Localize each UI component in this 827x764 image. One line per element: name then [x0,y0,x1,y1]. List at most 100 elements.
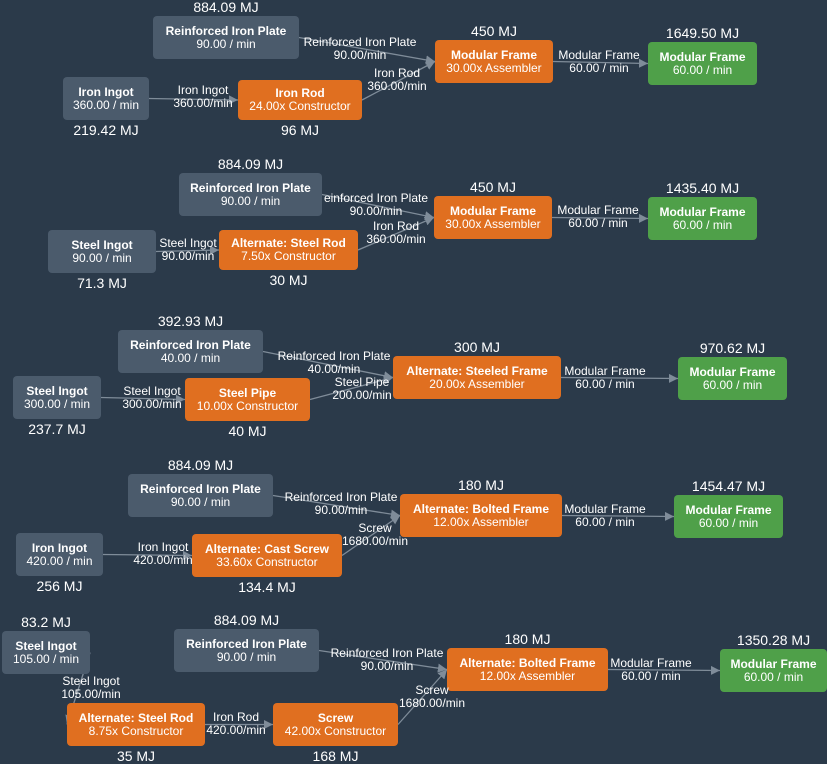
edge-modular-frame [551,213,649,223]
node-alternate-steeled-frame[interactable]: Alternate: Steeled Frame 20.00x Assembler [393,356,561,399]
node-subtitle: 360.00 / min [72,97,140,112]
node-modular-frame[interactable]: Modular Frame 60.00 / min [678,357,787,400]
edge-label: Screw 1680.00/min [342,522,408,548]
node-modular-frame[interactable]: Modular Frame 60.00 / min [648,42,757,85]
node-title: Alternate: Bolted Frame [459,655,596,670]
node-title: Steel Ingot [71,237,133,252]
node-reinforced-iron-plate[interactable]: Reinforced Iron Plate 90.00 / min [128,474,273,517]
edge-modular-frame [552,58,649,68]
node-reinforced-iron-plate[interactable]: Reinforced Iron Plate 40.00 / min [118,330,263,373]
edge-label-rate: 420.00/min [206,723,266,737]
node-iron-ingot[interactable]: Iron Ingot 420.00 / min [16,533,103,576]
node-reinforced-iron-plate[interactable]: Reinforced Iron Plate 90.00 / min [179,173,322,216]
edge-label-name: Reinforced Iron Plate [303,35,417,49]
edge-label-rate: 200.00/min [332,388,392,402]
node-subtitle: 60.00 / min [743,669,804,684]
node-alternate-cast-screw[interactable]: Alternate: Cast Screw 33.60x Constructor [192,534,342,577]
edge-label-rate: 40.00/min [307,362,361,376]
node-title: Steel Ingot [15,638,77,653]
node-subtitle: 60.00 / min [672,62,733,77]
node-alternate-bolted-frame[interactable]: Alternate: Bolted Frame 12.00x Assembler [447,648,608,691]
edge-label-name: Reinforced Iron Plate [330,646,444,660]
energy-label: 134.4 MJ [238,579,296,595]
energy-label: 256 MJ [36,578,83,594]
edge-reinforced-iron-plate [298,36,436,65]
node-modular-frame[interactable]: Modular Frame 30.00x Assembler [435,40,553,83]
node-iron-ingot[interactable]: Iron Ingot 360.00 / min [63,77,149,120]
node-subtitle: 60.00 / min [698,515,759,530]
node-title: Reinforced Iron Plate [165,23,287,38]
node-steel-ingot[interactable]: Steel Ingot 300.00 / min [13,376,101,419]
energy-label: 35 MJ [116,748,156,764]
energy-label: 1350.28 MJ [736,632,811,648]
edge-label-name: Modular Frame [610,656,692,670]
energy-label: 1435.40 MJ [665,180,740,196]
energy-label: 884.09 MJ [167,457,234,473]
node-title: Reinforced Iron Plate [186,636,307,651]
edge-label: Screw 1680.00/min [399,684,465,710]
energy-label: 300 MJ [454,339,500,355]
node-title: Alternate: Steeled Frame [406,363,548,378]
node-alternate-bolted-frame[interactable]: Alternate: Bolted Frame 12.00x Assembler [400,494,562,537]
node-subtitle: 90.00 / min [72,250,132,265]
energy-label: 450 MJ [470,179,516,195]
edge-label-rate: 60.00 / min [568,216,628,230]
edge-label: Steel Ingot 90.00/min [159,237,216,263]
edge-label: Reinforced Iron Plate 40.00/min [278,350,391,376]
edge-label-name: Reinforced Iron Plate [284,490,398,504]
node-steel-ingot[interactable]: Steel Ingot 90.00 / min [48,230,156,273]
edge-reinforced-iron-plate [262,350,394,381]
node-reinforced-iron-plate[interactable]: Reinforced Iron Plate 90.00 / min [174,629,319,672]
node-alternate-steel-rod[interactable]: Alternate: Steel Rod 8.75x Constructor [67,703,205,746]
node-title: Modular Frame [689,364,776,379]
node-title: Alternate: Steel Rod [78,710,194,725]
energy-label: 970.62 MJ [699,340,766,356]
edge-label-rate: 360.00/min [366,232,426,246]
energy-label: 168 MJ [312,748,359,764]
node-title: Alternate: Bolted Frame [412,501,550,516]
node-iron-rod[interactable]: Iron Rod 24.00x Constructor [238,80,362,120]
edge-label: Reinforced Iron Plate 90.00/min [285,491,398,517]
edge-label-rate: 90.00/min [314,503,368,517]
edge-label: Modular Frame 60.00 / min [558,49,639,75]
edge-label-name: Steel Pipe [334,375,390,389]
node-modular-frame[interactable]: Modular Frame 60.00 / min [648,197,757,240]
node-subtitle: 12.00x Assembler [433,514,529,529]
node-title: Iron Ingot [31,540,88,555]
edge-label: Steel Pipe 200.00/min [332,376,391,402]
node-title: Modular Frame [685,502,772,517]
energy-label: 237.7 MJ [28,421,86,437]
node-title: Reinforced Iron Plate [130,337,251,352]
node-modular-frame[interactable]: Modular Frame 60.00 / min [674,495,783,538]
node-alternate-steel-rod[interactable]: Alternate: Steel Rod 7.50x Constructor [219,230,358,270]
energy-label: 83.2 MJ [21,614,71,630]
energy-label: 392.93 MJ [157,313,224,329]
edge-label-rate: 90.00/min [349,204,403,218]
edge-modular-frame [561,511,675,521]
edge-steel-pipe [309,375,394,401]
node-subtitle: 7.50x Constructor [241,249,336,263]
edge-label-name: Modular Frame [564,364,646,378]
node-reinforced-iron-plate[interactable]: Reinforced Iron Plate 90.00 / min [153,16,299,59]
node-title: Alternate: Steel Rod [231,236,346,250]
edge-modular-frame [560,373,679,383]
edge-label: Iron Ingot 360.00/min [173,84,232,110]
edge-label-name: Reinforced Iron Plate [277,349,391,363]
node-subtitle: 30.00x Assembler [446,60,542,75]
node-title: Reinforced Iron Plate [190,180,311,195]
energy-label: 450 MJ [471,23,517,39]
node-modular-frame[interactable]: Modular Frame 30.00x Assembler [434,196,552,239]
node-steel-pipe[interactable]: Steel Pipe 10.00x Constructor [185,378,310,421]
node-screw[interactable]: Screw 42.00x Constructor [273,703,398,746]
node-modular-frame[interactable]: Modular Frame 60.00 / min [720,649,827,692]
edge-label-rate: 90.00/min [360,659,414,673]
node-steel-ingot[interactable]: Steel Ingot 105.00 / min [2,631,90,674]
edge-label-name: Iron Ingot [137,540,189,554]
node-title: Steel Ingot [26,383,88,398]
edge-label-rate: 1680.00/min [341,534,409,548]
node-subtitle: 30.00x Assembler [445,216,541,231]
energy-label: 30 MJ [269,272,308,288]
edge-iron-ingot [102,550,193,560]
node-subtitle: 33.60x Constructor [216,554,318,569]
